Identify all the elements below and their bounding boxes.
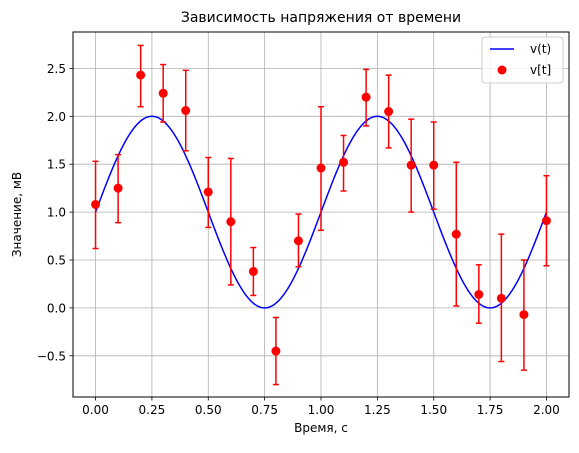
data-point — [271, 346, 281, 356]
y-tick-label: 2.0 — [47, 110, 66, 124]
x-axis-title: Время, с — [294, 421, 348, 435]
data-point — [451, 229, 461, 239]
data-point — [519, 310, 529, 320]
data-point — [361, 92, 371, 102]
y-tick-label: −0.5 — [37, 349, 66, 363]
data-point — [91, 199, 101, 209]
x-tick-label: 0.50 — [195, 403, 222, 417]
y-tick-label: 0.5 — [47, 254, 66, 268]
data-point — [541, 216, 551, 226]
legend-dot-marker — [497, 65, 507, 75]
x-tick-label: 0.75 — [251, 403, 278, 417]
y-tick-label: 1.0 — [47, 206, 66, 220]
x-tick-label: 1.25 — [364, 403, 391, 417]
data-point — [203, 187, 213, 197]
x-tick-label: 0.25 — [139, 403, 166, 417]
x-tick-label: 1.75 — [477, 403, 504, 417]
y-tick-label: 2.5 — [47, 62, 66, 76]
points-layer — [91, 44, 551, 386]
data-point — [474, 289, 484, 299]
y-tick-label: 1.5 — [47, 158, 66, 172]
y-axis-title: Значение, мВ — [10, 172, 24, 257]
data-point — [158, 88, 168, 98]
legend: v(t) v[t] — [481, 36, 564, 84]
data-point — [384, 107, 394, 117]
data-point — [406, 160, 416, 170]
data-point — [226, 217, 236, 227]
data-point — [293, 236, 303, 246]
data-point — [248, 267, 258, 277]
data-point — [496, 293, 506, 303]
data-point — [113, 183, 123, 193]
chart-title: Зависимость напряжения от времени — [181, 10, 461, 26]
x-tick-label: 0.00 — [82, 403, 109, 417]
data-point — [339, 157, 349, 167]
data-point — [429, 160, 439, 170]
data-point — [316, 163, 326, 173]
data-point — [181, 106, 191, 116]
x-tick-label: 1.00 — [308, 403, 335, 417]
data-point — [136, 70, 146, 80]
y-tick-label: 0.0 — [47, 301, 66, 315]
x-tick-label: 1.50 — [420, 403, 447, 417]
legend-entry-line: v(t) — [530, 42, 551, 56]
legend-entry-points: v[t] — [530, 63, 551, 77]
ticks-layer: 0.00 0.25 0.50 0.75 1.00 1.25 1.50 1.75 2.00 −0.5… — [37, 62, 560, 417]
x-tick-label: 2.00 — [533, 403, 560, 417]
